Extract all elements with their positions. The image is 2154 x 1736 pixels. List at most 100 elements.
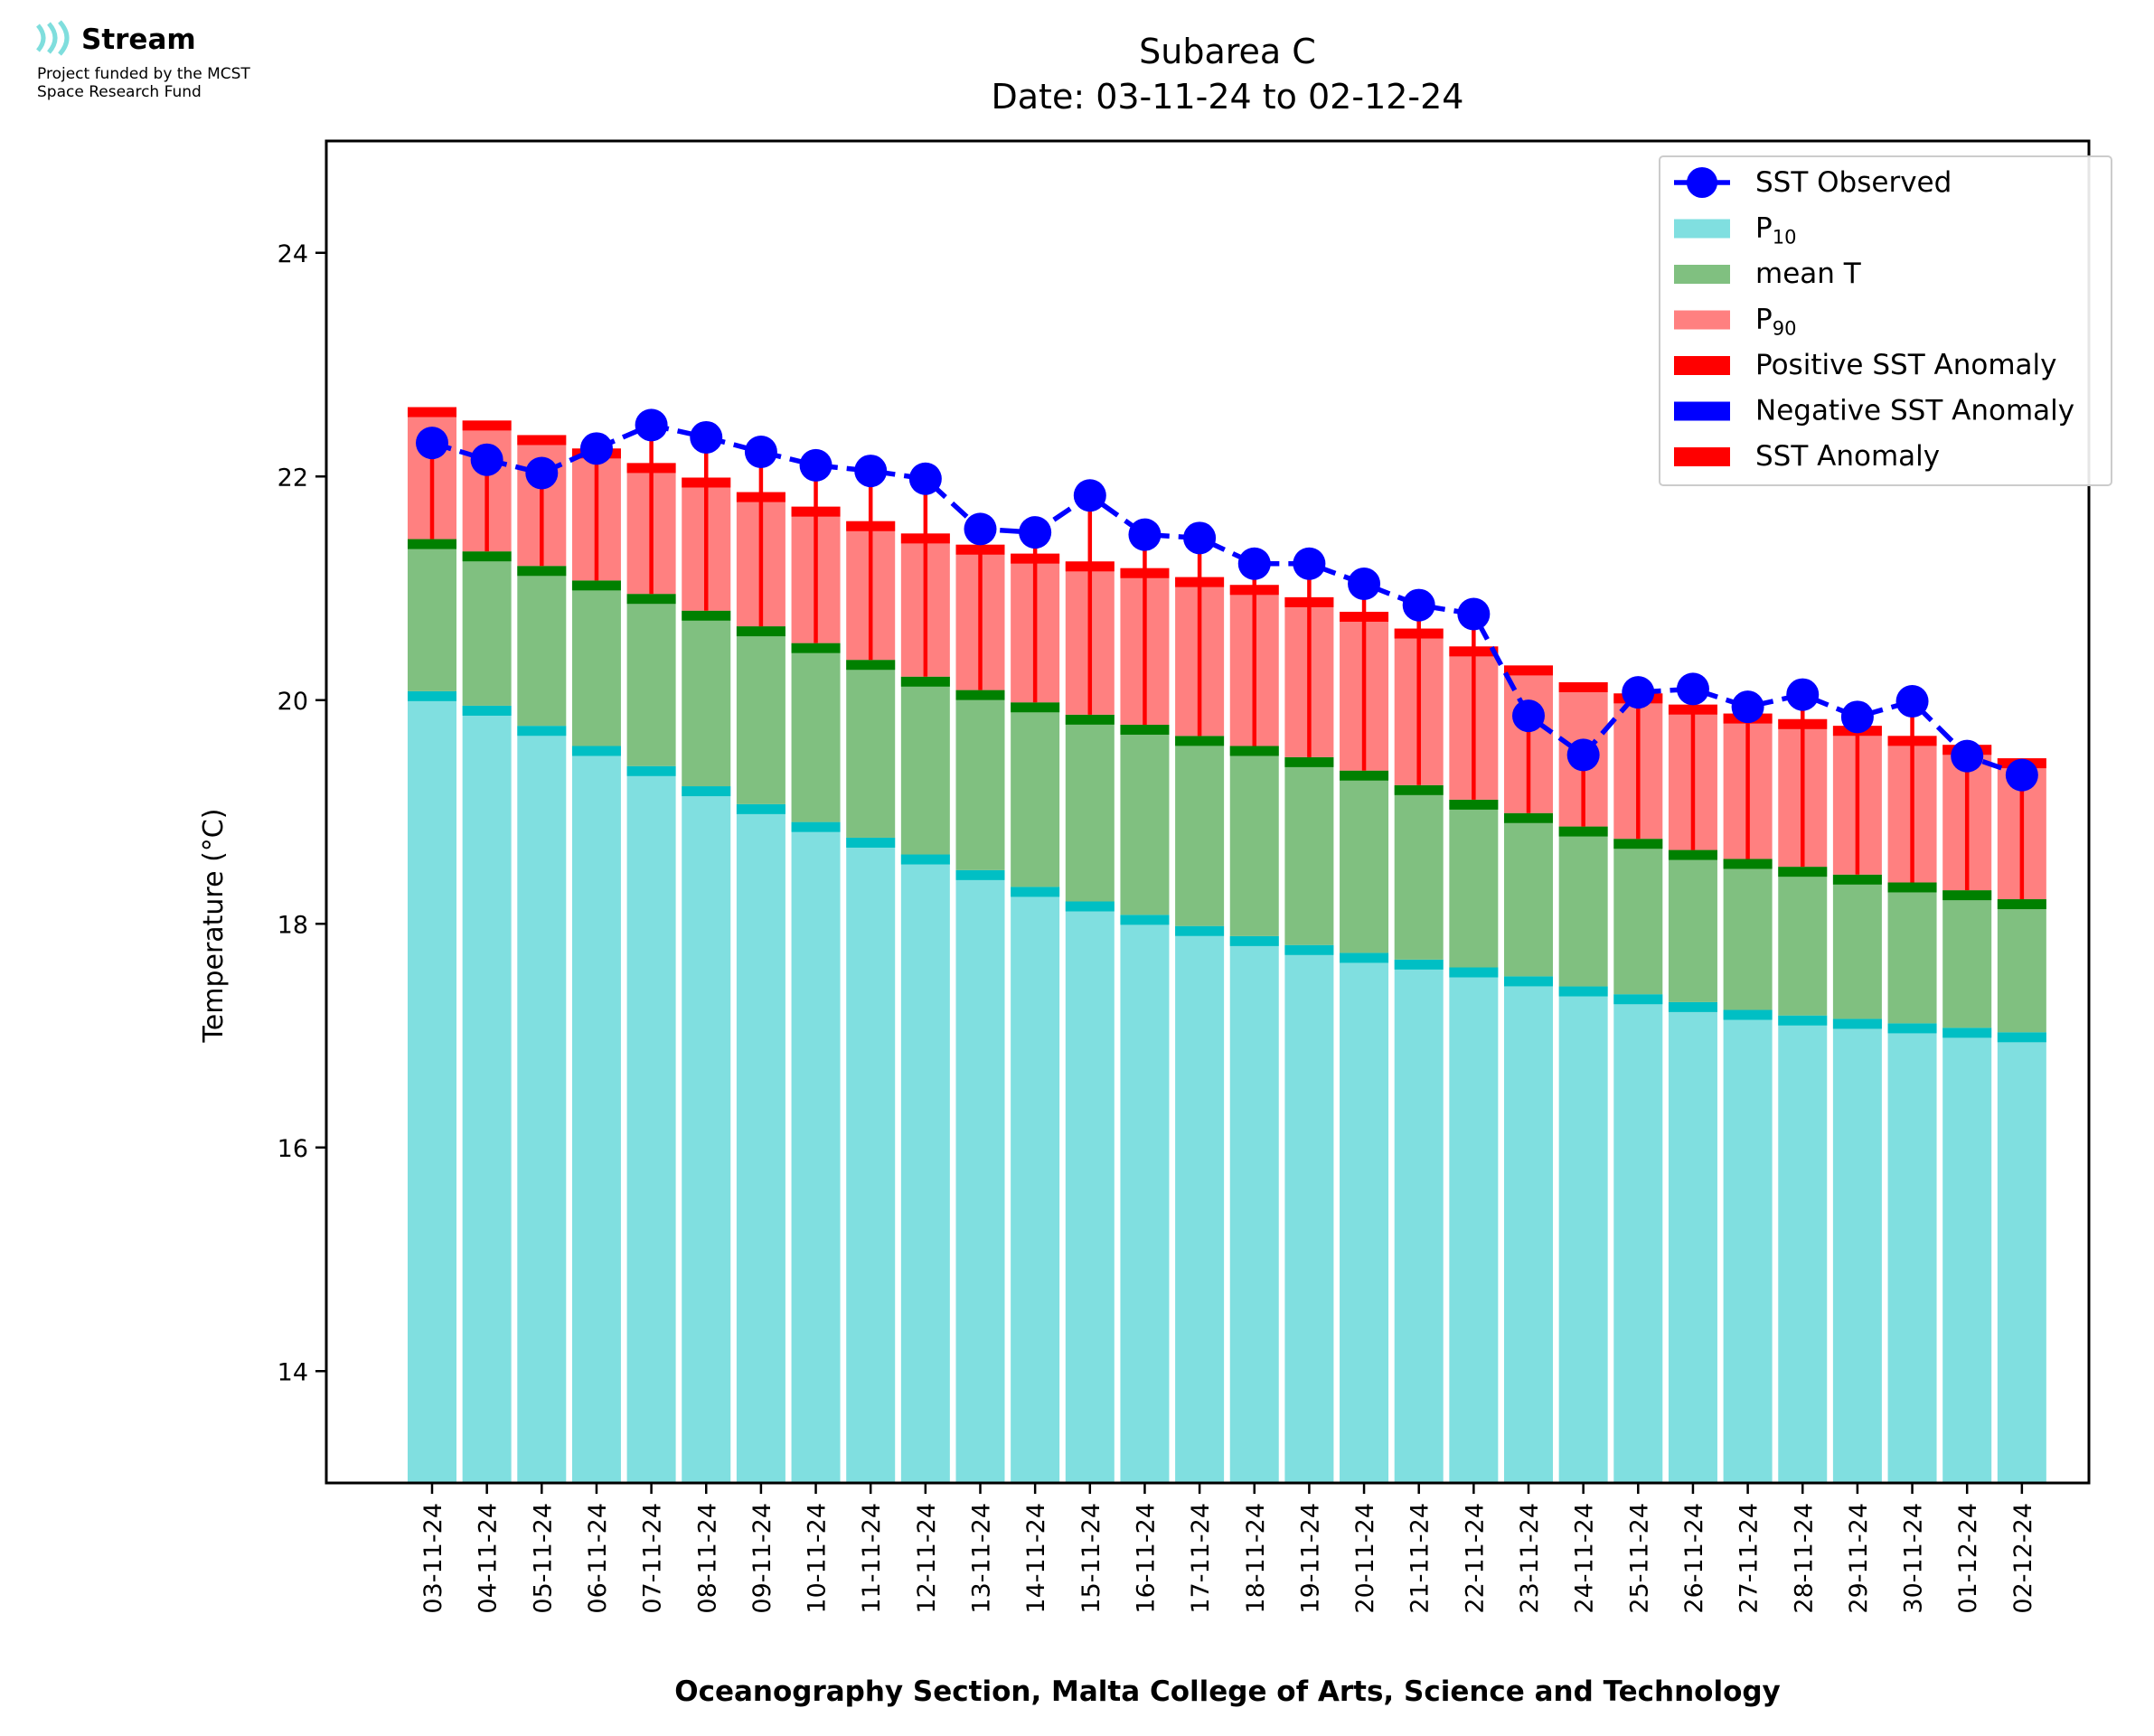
- chart-subtitle: Date: 03-11-24 to 02-12-24: [992, 77, 1464, 117]
- p10-bar-cap: [736, 803, 785, 814]
- x-tick-label: 28-11-24: [1790, 1503, 1818, 1614]
- p10-bar: [517, 726, 567, 1483]
- p10-bar-cap: [1175, 925, 1225, 936]
- p90-bar-cap: [1558, 681, 1608, 692]
- x-tick-label: 30-11-24: [1900, 1503, 1928, 1614]
- p10-bar-cap: [571, 746, 621, 756]
- p10-bar-cap: [791, 821, 841, 832]
- mean-bar-cap: [1065, 714, 1115, 725]
- p10-bar-cap: [1229, 935, 1279, 946]
- p10-bar-cap: [682, 786, 731, 797]
- mean-bar-cap: [1778, 867, 1828, 877]
- sst-observed-point: [799, 448, 832, 482]
- mean-bar: [900, 676, 950, 855]
- p10-bar: [1229, 935, 1279, 1483]
- legend-label-mean: mean T: [1755, 258, 1862, 290]
- p10-bar: [1504, 976, 1553, 1483]
- x-tick-label: 25-11-24: [1625, 1503, 1653, 1614]
- p10-bar: [1668, 1001, 1717, 1483]
- legend-patch: [1674, 447, 1730, 466]
- x-tick-label: 04-11-24: [475, 1503, 503, 1614]
- x-tick-label: 22-11-24: [1461, 1503, 1489, 1614]
- mean-bar-cap: [408, 539, 456, 549]
- sst-observed-point: [1731, 690, 1764, 724]
- sst-observed-point: [525, 456, 559, 490]
- sst-observed-point: [1128, 518, 1162, 551]
- mean-bar: [1504, 812, 1553, 977]
- mean-bar: [1942, 890, 1992, 1028]
- legend-label-anom: SST Anomaly: [1755, 440, 1940, 473]
- y-tick-label: 14: [277, 1358, 308, 1386]
- mean-bar: [1668, 849, 1717, 1002]
- logo-funding-line-2: Space Research Fund: [37, 83, 202, 101]
- p10-bar-cap: [626, 765, 676, 776]
- legend-patch: [1674, 401, 1730, 421]
- legend-patch: [1674, 219, 1730, 239]
- p10-bar: [1613, 994, 1663, 1483]
- sst-observed-point: [1348, 568, 1381, 601]
- mean-bar-cap: [571, 580, 621, 591]
- mean-bar: [462, 551, 512, 706]
- x-tick-label: 06-11-24: [584, 1503, 612, 1614]
- p10-bar: [1394, 959, 1444, 1483]
- sst-observed-point: [1622, 676, 1655, 709]
- mean-bar-cap: [1229, 746, 1279, 756]
- mean-bar: [1997, 899, 2046, 1033]
- p90-bar-cap: [408, 407, 456, 418]
- mean-bar-cap: [1997, 899, 2046, 910]
- mean-bar: [736, 626, 785, 804]
- plot-frame: [325, 139, 2091, 1485]
- x-tick-label: 16-11-24: [1132, 1503, 1160, 1614]
- mean-bar: [1613, 839, 1663, 995]
- mean-bar-cap: [1832, 874, 1882, 885]
- x-tick-label: 27-11-24: [1735, 1503, 1764, 1614]
- p90-bar-cap: [462, 420, 512, 431]
- sst-observed-point: [1512, 699, 1545, 733]
- sst-observed-point: [1293, 547, 1326, 580]
- mean-bar-cap: [1284, 756, 1334, 767]
- mean-bar-cap: [1394, 784, 1444, 795]
- sst-observed-point: [1073, 479, 1106, 512]
- mean-bar-cap: [517, 566, 567, 577]
- sst-observed-point: [908, 462, 942, 495]
- mean-bar: [846, 660, 896, 838]
- sst-observed-point: [579, 432, 613, 465]
- p10-bar-cap: [1284, 944, 1334, 955]
- mean-bar: [1120, 724, 1170, 915]
- y-tick-label: 22: [277, 464, 308, 492]
- p10-bar-cap: [900, 854, 950, 865]
- x-tick-label: 10-11-24: [804, 1503, 832, 1614]
- p10-bar: [682, 786, 731, 1483]
- mean-bar: [517, 566, 567, 727]
- sst-observed-point: [1566, 738, 1600, 772]
- mean-bar: [1832, 874, 1882, 1019]
- p10-bar-cap: [1723, 1009, 1773, 1020]
- mean-bar: [1175, 736, 1225, 926]
- x-tick-label: 01-12-24: [1954, 1503, 1982, 1614]
- sst-observed-point: [1895, 684, 1929, 718]
- x-tick-label: 24-11-24: [1571, 1503, 1599, 1614]
- sst-observed-point: [2005, 758, 2038, 792]
- x-tick-label: 20-11-24: [1351, 1503, 1379, 1614]
- p10-bar-cap: [1120, 915, 1170, 925]
- x-tick-label: 08-11-24: [693, 1503, 721, 1614]
- p10-bar: [1942, 1028, 1992, 1483]
- mean-bar: [955, 690, 1005, 870]
- p10-bar-cap: [517, 726, 567, 737]
- x-tick-label: 26-11-24: [1680, 1503, 1708, 1614]
- p10-bar: [955, 869, 1005, 1483]
- mean-bar-cap: [1723, 859, 1773, 869]
- p90-bar-cap: [517, 435, 567, 446]
- legend-label-neg: Negative SST Anomaly: [1755, 395, 2074, 427]
- x-tick-label: 17-11-24: [1187, 1503, 1215, 1614]
- p10-bar-cap: [1613, 994, 1663, 1005]
- sst-observed-point: [1676, 672, 1709, 706]
- sst-observed-point: [1840, 700, 1874, 734]
- p10-bar-cap: [1065, 901, 1115, 912]
- p10-bar: [1558, 986, 1608, 1483]
- mean-bar-cap: [900, 676, 950, 687]
- p10-bar-cap: [1340, 952, 1389, 963]
- mean-bar: [1449, 799, 1499, 968]
- y-tick-label: 20: [277, 688, 308, 716]
- mean-bar: [1558, 826, 1608, 987]
